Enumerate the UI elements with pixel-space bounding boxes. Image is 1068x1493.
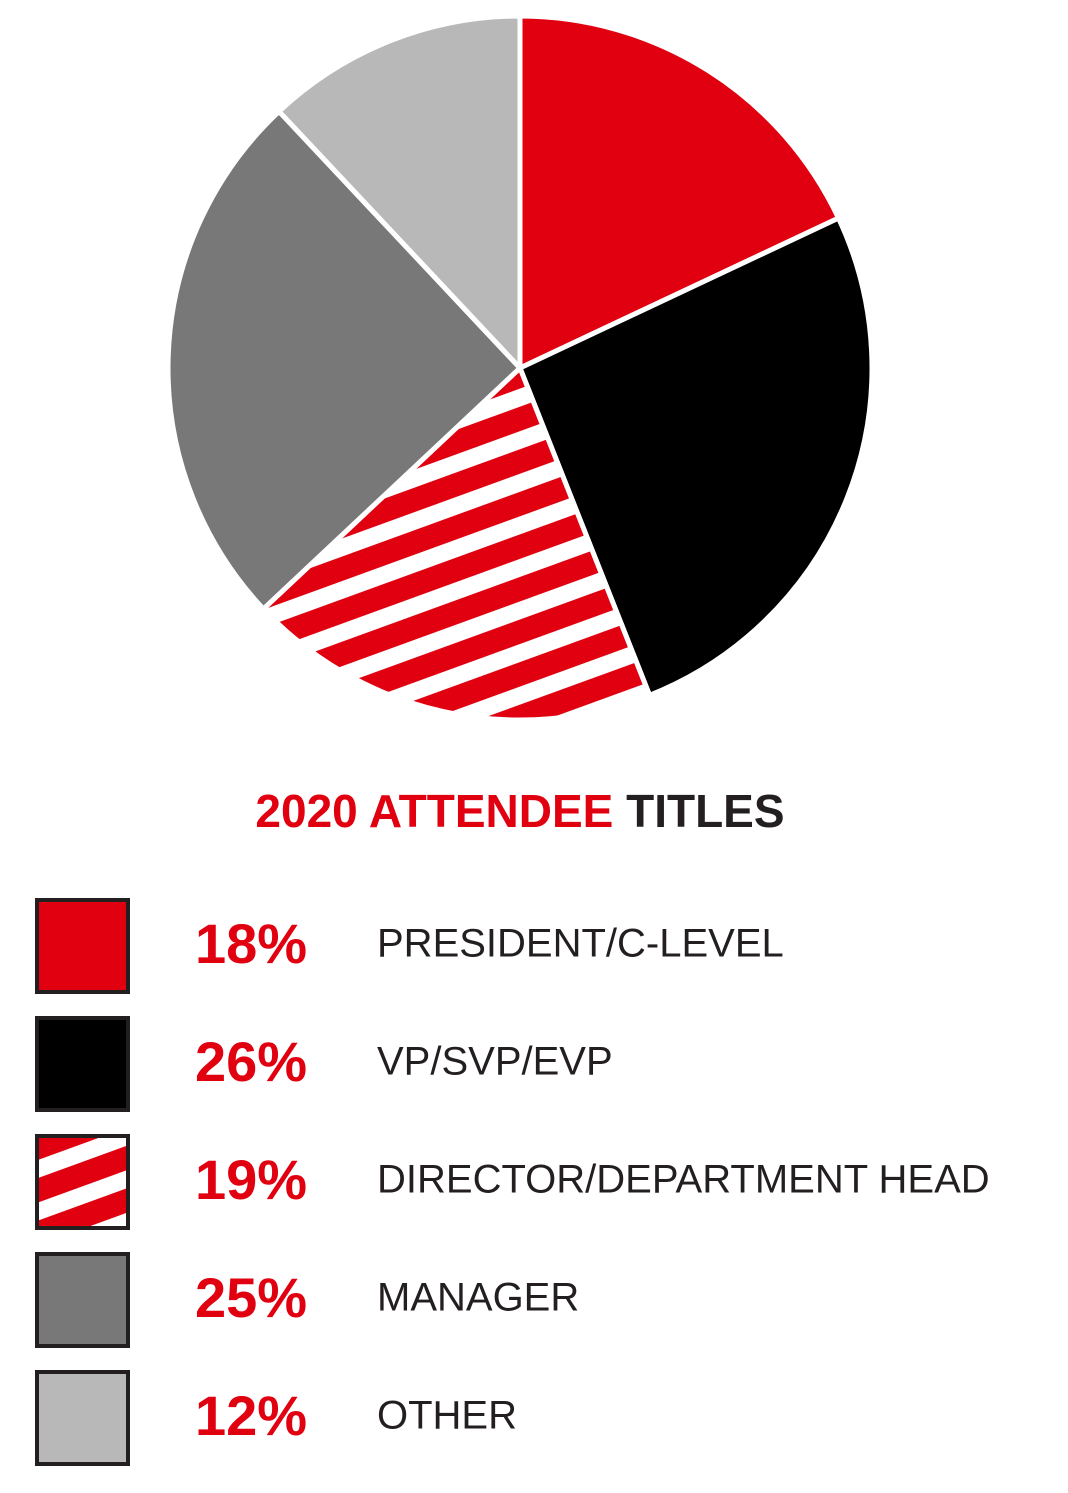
pie-slice <box>259 363 653 723</box>
legend-label: PRESIDENT/C-LEVEL <box>377 922 784 966</box>
pie-slice <box>165 107 524 613</box>
value-label: 18% <box>195 912 307 975</box>
pie-slice <box>516 214 875 699</box>
pie-slice <box>517 13 842 372</box>
legend-swatch <box>35 898 130 994</box>
legend-swatch <box>35 1370 130 1466</box>
legend-label: MANAGER <box>377 1276 579 1320</box>
pie-slice <box>275 13 523 375</box>
title-part: TITLES <box>626 785 784 837</box>
value-label: 26% <box>195 1030 307 1093</box>
chart-title: 2020 ATTENDEE TITLES <box>255 785 784 837</box>
value-label: 19% <box>195 1148 307 1211</box>
legend-swatch <box>35 1252 130 1348</box>
legend-label: VP/SVP/EVP <box>377 1040 613 1084</box>
legend-label: DIRECTOR/DEPARTMENT HEAD <box>377 1158 990 1202</box>
value-label: 25% <box>195 1266 307 1329</box>
legend-swatch <box>35 1134 130 1230</box>
value-label: 12% <box>195 1384 307 1447</box>
title-part: 2020 ATTENDEE <box>255 785 613 837</box>
legend-label: OTHER <box>377 1394 517 1438</box>
legend-swatch <box>35 1016 130 1112</box>
